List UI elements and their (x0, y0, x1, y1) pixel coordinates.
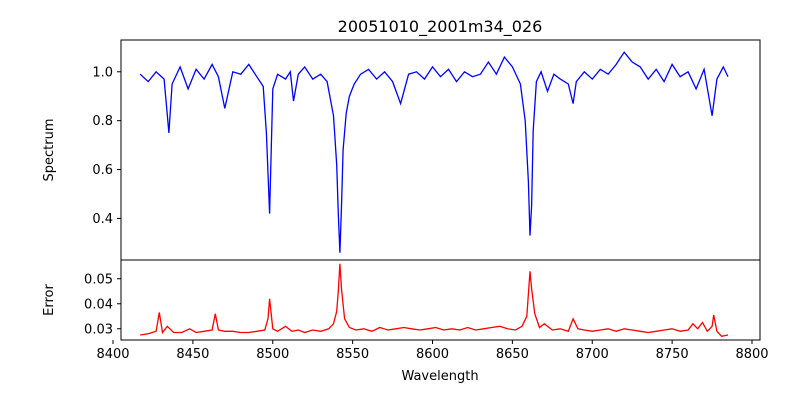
x-tick-label: 8800 (735, 347, 768, 362)
error-y-axis-label: Error (42, 284, 57, 316)
error-axes-frame (120, 259, 761, 341)
x-tick-label: 8400 (96, 347, 129, 362)
error-y-tick-label: 0.04 (84, 297, 113, 312)
x-tick-label: 8550 (336, 347, 369, 362)
x-tick-label: 8600 (416, 347, 449, 362)
x-tick-label: 8750 (656, 347, 689, 362)
spectrum-y-tick-label: 0.4 (92, 212, 113, 227)
error-panel: 0.03 0.04 0.05 8400 8450 8500 8550 8600 8650 8700… (42, 259, 769, 384)
error-line (140, 263, 729, 338)
spectrum-y-tick-label: 1.0 (92, 65, 113, 80)
spectrum-y-tick-label: 0.8 (92, 114, 113, 129)
spectrum-panel: 0.4 0.6 0.8 1.0 Spectrum (42, 39, 761, 261)
spectrum-y-axis-label: Spectrum (42, 119, 57, 182)
error-y-tick-label: 0.05 (84, 272, 113, 287)
x-tick-label: 8500 (256, 347, 289, 362)
x-tick-label: 8650 (496, 347, 529, 362)
x-tick-label: 8450 (176, 347, 209, 362)
x-tick-label: 8700 (576, 347, 609, 362)
spectrum-y-tick-label: 0.6 (92, 163, 113, 178)
error-y-tick-label: 0.03 (84, 322, 113, 337)
chart-title: 20051010_2001m34_026 (338, 17, 543, 37)
spectrum-line (139, 51, 729, 253)
x-axis-label: Wavelength (401, 369, 478, 384)
